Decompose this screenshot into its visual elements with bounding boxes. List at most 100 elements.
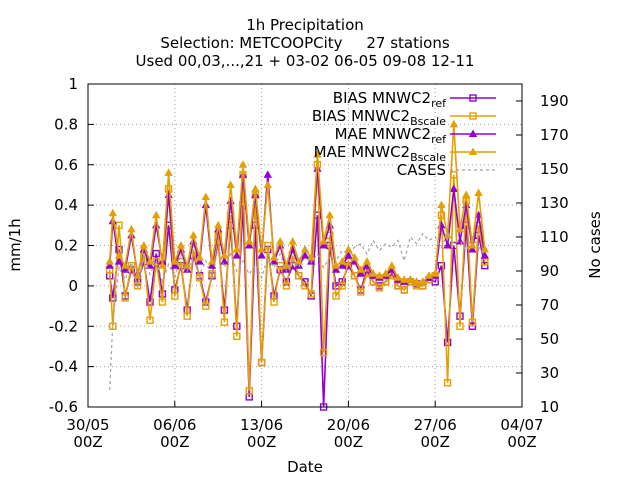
data-point (233, 332, 241, 341)
data-point (146, 298, 154, 306)
data-point (232, 251, 241, 259)
data-point (121, 261, 130, 269)
data-point (437, 261, 446, 270)
data-point (164, 168, 173, 176)
data-point (481, 261, 489, 270)
data-point (455, 224, 465, 233)
data-point (344, 251, 353, 259)
y-right-tick-label: 170 (540, 126, 569, 144)
y-right-tick-label: 10 (540, 398, 559, 416)
data-point (338, 282, 346, 290)
x-tick-label-date: 04/07 (500, 416, 543, 434)
data-point (369, 278, 377, 286)
x-tick-label-date: 27/06 (414, 416, 457, 434)
y-axis-left: -0.6 -0.4 -0.2 0 0.2 0.4 0.6 0.8 1 (49, 75, 94, 416)
data-point (313, 164, 322, 172)
data-point (269, 257, 279, 265)
data-point (350, 253, 359, 261)
data-point (121, 265, 130, 273)
y-left-tick-label: -0.2 (49, 317, 78, 335)
data-point (214, 220, 223, 229)
data-point (294, 261, 303, 269)
data-point (105, 257, 114, 265)
data-point (207, 257, 217, 265)
x-tick-label-hour: 00Z (421, 433, 450, 451)
x-tick-label-hour: 00Z (73, 433, 102, 451)
data-point (468, 318, 477, 326)
data-point (158, 261, 167, 269)
data-point (105, 261, 114, 269)
data-point (456, 322, 464, 330)
data-point (338, 261, 347, 269)
data-point (251, 184, 260, 192)
data-point (319, 348, 328, 357)
data-point (108, 208, 117, 217)
data-point (269, 253, 279, 261)
y-right-tick-label: 30 (540, 364, 559, 382)
legend-marker (468, 147, 478, 155)
data-point (406, 275, 415, 283)
data-point (257, 358, 266, 367)
data-point (331, 261, 341, 269)
chart-title-line-3: Used 00,03,...,21 + 03-02 06-05 09-08 12… (136, 52, 475, 70)
data-point (480, 245, 489, 253)
data-point (301, 282, 309, 290)
series-4 (109, 232, 486, 391)
data-point (171, 292, 179, 300)
data-point (183, 265, 192, 273)
data-point (381, 278, 390, 286)
data-point (381, 269, 390, 277)
data-point (145, 257, 155, 265)
y-left-tick-label: 0 (68, 277, 78, 295)
data-point (170, 257, 179, 265)
legend-label-subscript: Bscale (410, 115, 446, 128)
data-point (307, 257, 316, 265)
legend-label: BIAS MNWC2ref (333, 89, 447, 110)
data-point (257, 245, 266, 253)
data-point (133, 282, 142, 290)
data-point (443, 338, 452, 347)
data-point (263, 180, 272, 188)
data-point (276, 236, 285, 245)
data-point (387, 261, 396, 269)
series-line (109, 232, 486, 391)
data-point (152, 249, 160, 258)
data-point (295, 272, 303, 280)
data-point (288, 236, 297, 245)
data-point (449, 184, 458, 192)
y-axis-left-label: mm/1h (6, 218, 24, 271)
data-point (443, 379, 452, 387)
data-point (325, 210, 334, 219)
data-point (158, 298, 167, 306)
data-point (313, 150, 322, 158)
data-point (226, 180, 235, 188)
x-tick-label-hour: 00Z (160, 433, 189, 451)
legend-label: CASES (397, 161, 446, 179)
data-point (264, 241, 272, 250)
data-point (481, 257, 489, 266)
data-point (412, 277, 421, 285)
legend-label-subscript: Bscale (410, 151, 446, 164)
data-point (356, 265, 365, 273)
data-point (220, 251, 229, 259)
data-point (202, 302, 210, 310)
data-point (245, 236, 254, 245)
y-right-tick-label: 90 (540, 262, 559, 280)
data-point (400, 275, 409, 283)
x-tick-label-hour: 00Z (334, 433, 363, 451)
data-point (344, 245, 353, 253)
y-right-tick-label: 190 (540, 92, 569, 110)
data-point (375, 284, 384, 292)
data-point (282, 265, 291, 273)
data-point (294, 257, 303, 265)
data-point (152, 210, 161, 219)
data-point (424, 271, 434, 279)
data-point (245, 387, 253, 395)
data-point (127, 224, 136, 233)
x-axis: 30/0500Z06/0600Z13/0600Z20/0600Z27/0600Z… (66, 401, 544, 451)
x-tick-label-hour: 00Z (507, 433, 536, 451)
data-point (468, 322, 477, 330)
chart-title-line-2: Selection: METCOOPCity 27 stations (160, 34, 449, 52)
